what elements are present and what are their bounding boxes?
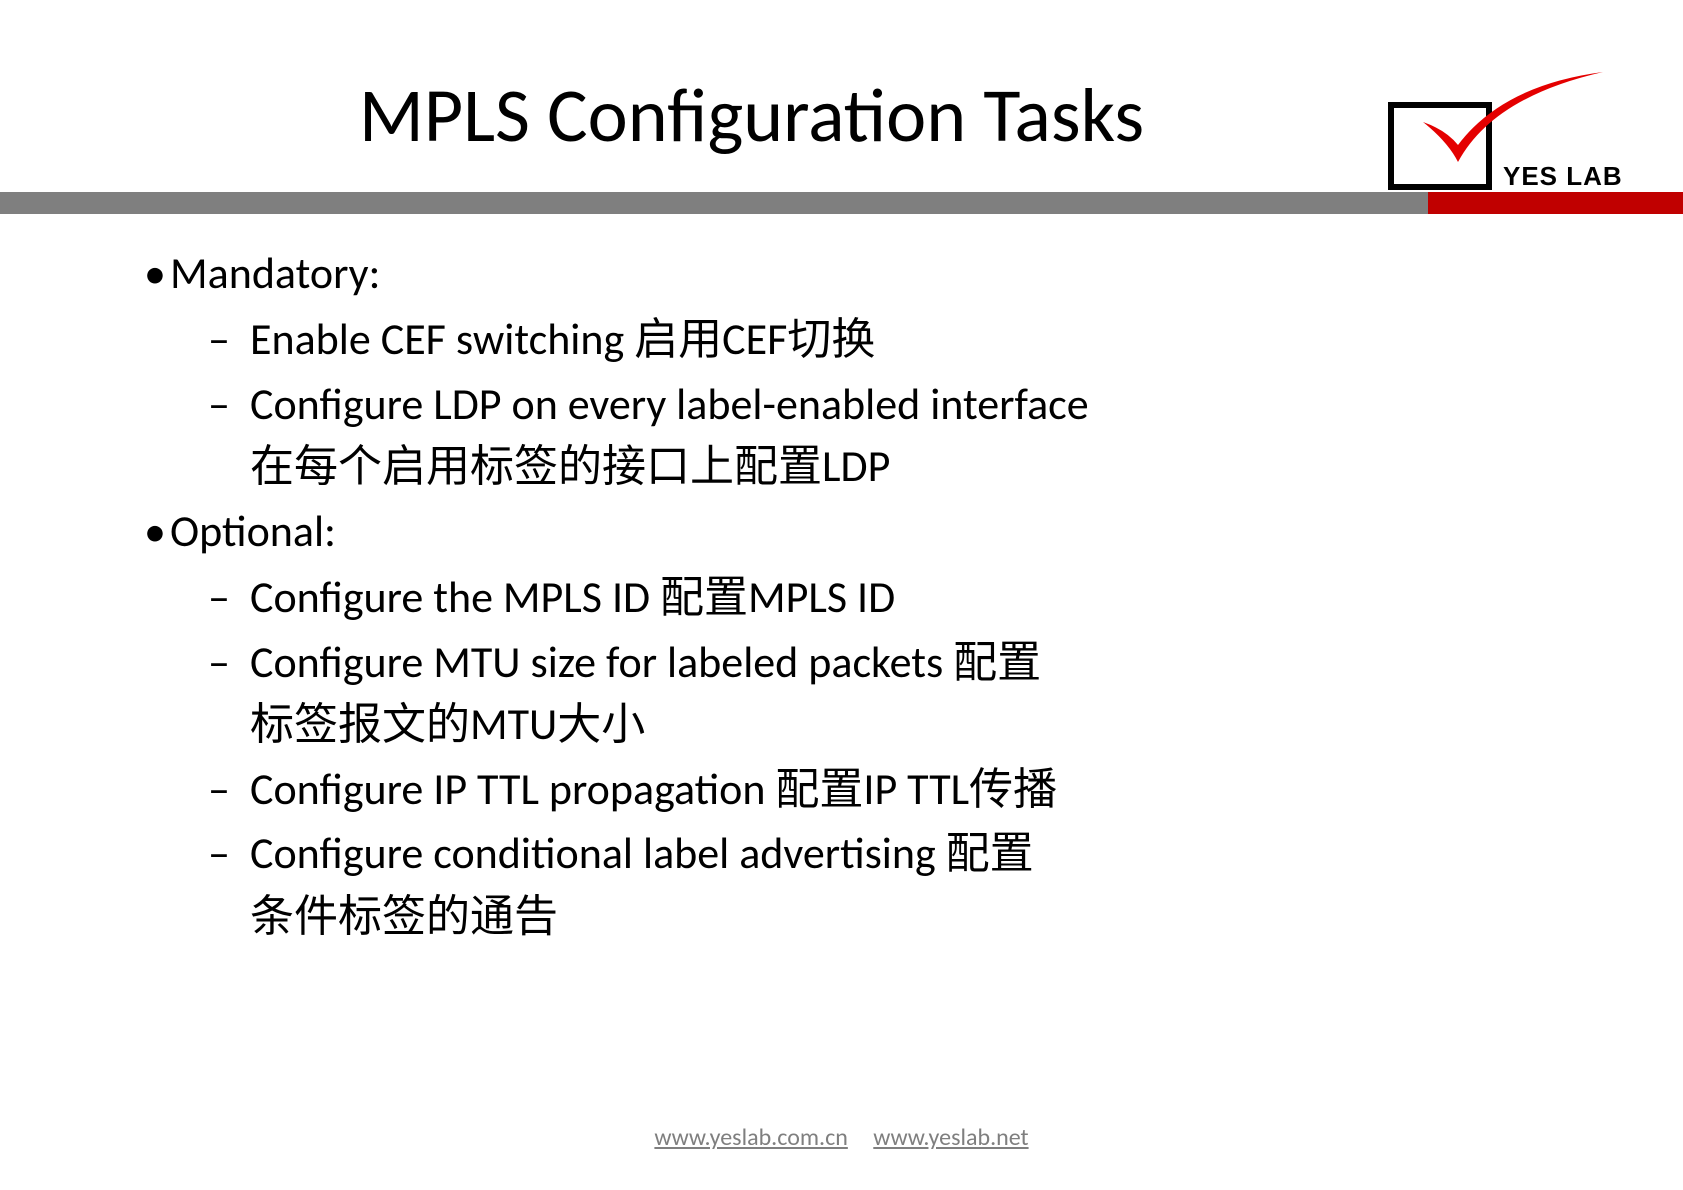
list-item-text: Configure conditional label advertising … — [250, 826, 1034, 880]
logo-box-icon — [1388, 102, 1492, 190]
list-item-text: Configure MTU size for labeled packets 配… — [250, 635, 1041, 689]
footer: www.yeslab.com.cn www.yeslab.net — [0, 1123, 1683, 1152]
logo: YES LAB — [1388, 72, 1628, 202]
list-item: Enable CEF switching 启用CEF切换 — [250, 308, 1533, 370]
content-area: Mandatory: Enable CEF switching 启用CEF切换 … — [0, 214, 1683, 947]
list-item-text: Configure IP TTL propagation 配置IP TTL传播 — [250, 762, 1057, 816]
list-item: Configure LDP on every label-enabled int… — [250, 373, 1533, 498]
list-item: Configure the MPLS ID 配置MPLS ID — [250, 566, 1533, 628]
list-item-text: Configure the MPLS ID 配置MPLS ID — [250, 570, 895, 624]
logo-text: YES LAB — [1503, 161, 1623, 192]
list-item: Configure IP TTL propagation 配置IP TTL传播 — [250, 758, 1533, 820]
section-heading-optional: Optional: — [170, 500, 1533, 562]
section-heading-mandatory: Mandatory: — [170, 242, 1533, 304]
list-item-text-line2: 标签报文的MTU大小 — [250, 693, 1533, 755]
slide: MPLS Configuration Tasks YES LAB Mandato… — [0, 0, 1683, 1190]
list-item: Configure MTU size for labeled packets 配… — [250, 631, 1533, 756]
list-item-text: Configure LDP on every label-enabled int… — [250, 377, 1089, 431]
optional-list: Configure the MPLS ID 配置MPLS ID Configur… — [170, 566, 1533, 947]
mandatory-list: Enable CEF switching 启用CEF切换 Configure L… — [170, 308, 1533, 497]
divider-left — [0, 192, 1428, 214]
list-item-text-line2: 在每个启用标签的接口上配置LDP — [250, 435, 1533, 497]
list-item-text: Enable CEF switching 启用CEF切换 — [250, 312, 875, 366]
footer-link-2[interactable]: www.yeslab.net — [873, 1123, 1028, 1152]
list-item: Configure conditional label advertising … — [250, 822, 1533, 947]
list-item-text-line2: 条件标签的通告 — [250, 885, 1533, 947]
footer-link-1[interactable]: www.yeslab.com.cn — [654, 1123, 847, 1152]
